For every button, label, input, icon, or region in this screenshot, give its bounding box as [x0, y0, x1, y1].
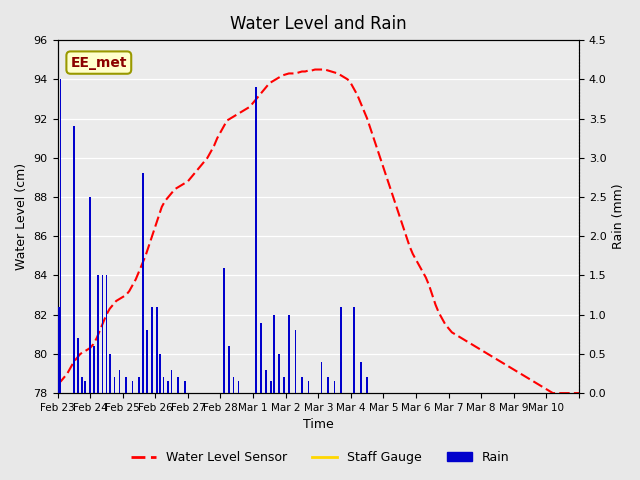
Title: Water Level and Rain: Water Level and Rain — [230, 15, 406, 33]
Bar — [163, 377, 164, 393]
Bar — [125, 377, 127, 393]
Bar — [327, 377, 329, 393]
Bar — [156, 307, 158, 393]
X-axis label: Time: Time — [303, 419, 333, 432]
Bar — [301, 377, 303, 393]
Bar — [138, 377, 140, 393]
Bar — [294, 330, 296, 393]
Bar — [60, 79, 61, 393]
Bar — [353, 307, 355, 393]
Bar — [106, 276, 108, 393]
Bar — [184, 381, 186, 393]
Bar — [273, 315, 275, 393]
Bar — [288, 315, 290, 393]
Bar — [360, 362, 362, 393]
Bar — [333, 381, 335, 393]
Bar — [232, 377, 234, 393]
Bar — [102, 276, 104, 393]
Bar — [58, 307, 60, 393]
Text: EE_met: EE_met — [70, 56, 127, 70]
Bar — [109, 354, 111, 393]
Bar — [237, 381, 239, 393]
Bar — [84, 381, 86, 393]
Bar — [73, 126, 75, 393]
Bar — [265, 370, 267, 393]
Bar — [308, 381, 309, 393]
Bar — [97, 276, 99, 393]
Bar — [151, 307, 153, 393]
Bar — [167, 381, 168, 393]
Bar — [89, 197, 91, 393]
Bar — [118, 370, 120, 393]
Bar — [81, 377, 83, 393]
Bar — [142, 173, 144, 393]
Bar — [159, 354, 161, 393]
Bar — [132, 381, 133, 393]
Bar — [228, 346, 230, 393]
Bar — [171, 370, 173, 393]
Bar — [255, 87, 257, 393]
Bar — [223, 268, 225, 393]
Bar — [321, 362, 323, 393]
Bar — [366, 377, 368, 393]
Y-axis label: Rain (mm): Rain (mm) — [612, 184, 625, 250]
Bar — [340, 307, 342, 393]
Bar — [114, 377, 115, 393]
Y-axis label: Water Level (cm): Water Level (cm) — [15, 163, 28, 270]
Bar — [260, 323, 262, 393]
Bar — [278, 354, 280, 393]
Bar — [147, 330, 148, 393]
Bar — [283, 377, 285, 393]
Bar — [177, 377, 179, 393]
Bar — [93, 346, 95, 393]
Legend: Water Level Sensor, Staff Gauge, Rain: Water Level Sensor, Staff Gauge, Rain — [125, 446, 515, 469]
Bar — [270, 381, 272, 393]
Bar — [77, 338, 79, 393]
